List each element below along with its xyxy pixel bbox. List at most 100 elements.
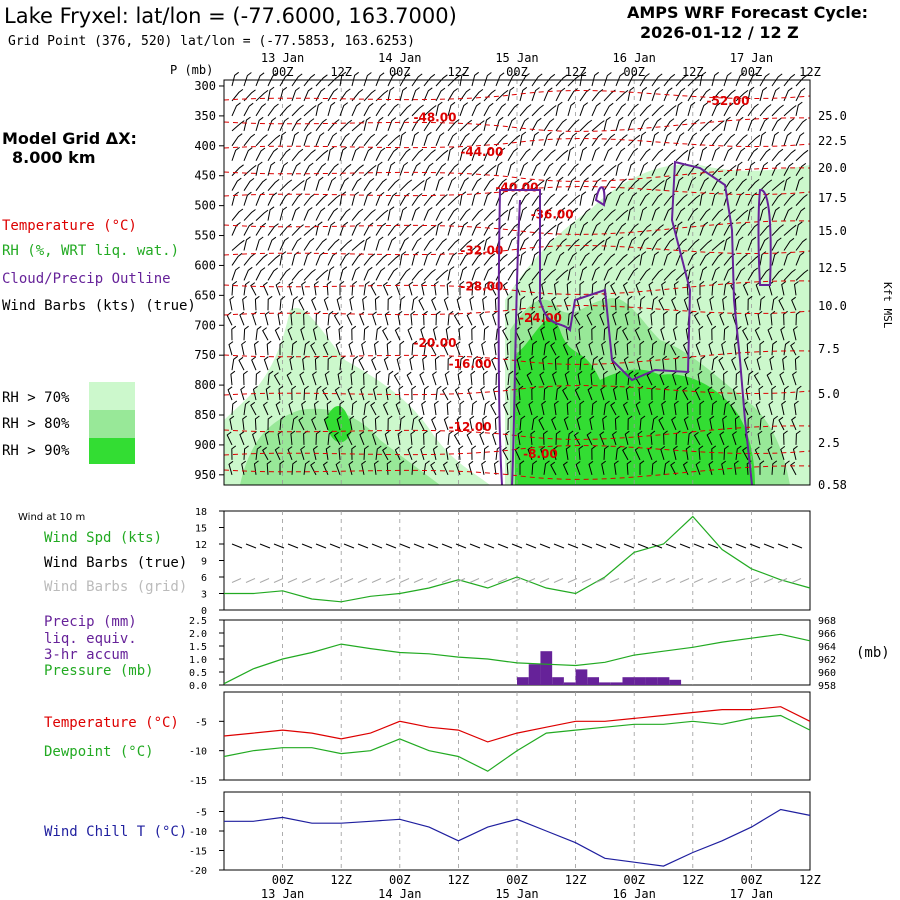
wind-barb <box>315 194 328 206</box>
height-tick-label: 22.5 <box>818 134 847 148</box>
wind-barb <box>411 224 424 236</box>
wind-barb <box>613 340 619 356</box>
wind-barb <box>339 146 348 161</box>
wind-barb <box>663 73 676 87</box>
wind-barb <box>325 445 331 460</box>
wind-barb <box>675 87 686 102</box>
wind-barb <box>363 209 376 221</box>
wind-barb <box>543 340 550 356</box>
wind-barb-grid <box>525 578 536 583</box>
wind-barb <box>733 460 739 475</box>
wind-barb <box>399 73 410 87</box>
wind-barb <box>723 325 729 341</box>
wind-barb <box>387 267 398 281</box>
wind-barb <box>471 208 484 221</box>
wind-barb <box>423 118 435 132</box>
grid-point-text: Grid Point (376, 520) lat/lon = (-77.585… <box>8 34 415 49</box>
wind-barb <box>315 269 329 281</box>
wind-barb <box>347 386 353 401</box>
wind-barb <box>575 461 581 476</box>
wind-barb <box>699 239 713 251</box>
wind-barb <box>411 415 418 431</box>
wind-barb <box>627 103 639 117</box>
wind-barb <box>519 192 530 206</box>
wind-barb-true <box>581 543 593 549</box>
wind-barb <box>502 281 509 296</box>
wind-barb-grid <box>301 578 312 583</box>
wind-barb <box>279 251 287 266</box>
wind-barb <box>459 191 467 206</box>
wind-barb <box>459 177 469 191</box>
wind-barb <box>375 209 389 221</box>
wind-barb <box>423 237 435 251</box>
pressure-line <box>223 633 811 685</box>
wind-barb-grid <box>427 578 438 583</box>
wind-barb <box>358 356 365 371</box>
wind-barb <box>408 401 414 416</box>
wind-barb <box>339 71 347 87</box>
precip-panel-tick-label: 1.5 <box>189 642 207 653</box>
wind-barb <box>651 104 664 117</box>
wind-barb <box>363 400 370 416</box>
wind-barb <box>375 90 389 102</box>
wind-barb <box>573 312 581 326</box>
wind-barb <box>515 401 521 416</box>
wind-barb <box>291 224 304 236</box>
wind-barb <box>495 178 507 191</box>
temperature-contour-label: -8.00 <box>523 447 558 461</box>
wind-barb <box>243 281 250 296</box>
wind-speed-line <box>224 515 811 603</box>
wind-barb <box>567 221 576 236</box>
wind-barb <box>795 269 809 281</box>
wind-barb <box>469 415 475 431</box>
wind-barbs-layer <box>226 71 809 476</box>
temperature-contour <box>223 245 811 256</box>
wind-barb <box>771 117 782 132</box>
temperature-line <box>223 706 811 743</box>
wind-barb <box>687 132 698 147</box>
wind-barb <box>567 355 573 371</box>
wind-barb <box>528 401 534 416</box>
wind-barb <box>636 356 642 371</box>
wind-barb <box>555 132 565 146</box>
temperature-contour-label: -40.00 <box>496 181 539 195</box>
height-tick-label: 5.0 <box>818 387 840 401</box>
wind-barb <box>651 296 658 311</box>
wind-barb <box>423 131 432 146</box>
wind-barb <box>312 445 318 460</box>
wind-barb <box>339 132 350 147</box>
wind-barb <box>375 236 384 251</box>
wind-barb <box>543 251 552 266</box>
wind-barb <box>387 415 393 430</box>
wind-barb <box>279 192 290 206</box>
wind-barb <box>639 104 652 117</box>
wind-barb <box>231 133 243 147</box>
wind-barb <box>507 206 515 221</box>
wind-barb <box>387 370 394 386</box>
wind-barb <box>783 73 796 87</box>
wind-barb <box>795 238 807 251</box>
wind-barb <box>615 134 628 147</box>
wind-barb <box>483 72 492 87</box>
wind-barb <box>551 296 557 311</box>
wind-barb <box>759 340 765 356</box>
wind-barb <box>723 165 737 177</box>
pressure-axis-label: P (mb) <box>170 63 213 77</box>
wind-barb <box>447 238 460 251</box>
wind-barb <box>277 311 283 326</box>
wind-barb <box>255 103 267 117</box>
wind-barb <box>530 310 536 326</box>
wind-barb <box>495 147 506 161</box>
wind-barb <box>323 296 329 311</box>
wind-barb <box>579 208 591 221</box>
wind-barb <box>735 178 747 191</box>
wind-barb <box>552 326 558 341</box>
wind-barb <box>351 281 358 296</box>
wind-barb <box>651 460 658 475</box>
wind-barb <box>795 221 803 236</box>
wind-barb <box>399 206 408 221</box>
wind-barb <box>591 71 599 87</box>
wind-barb <box>447 430 454 445</box>
wind-barb <box>639 192 650 206</box>
